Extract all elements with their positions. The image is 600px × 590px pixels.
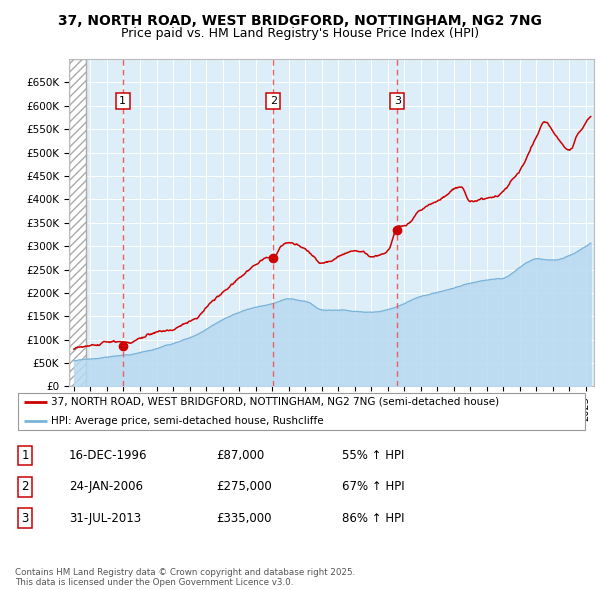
Text: 37, NORTH ROAD, WEST BRIDGFORD, NOTTINGHAM, NG2 7NG (semi-detached house): 37, NORTH ROAD, WEST BRIDGFORD, NOTTINGH…: [50, 397, 499, 407]
Text: £335,000: £335,000: [216, 512, 271, 525]
Text: 3: 3: [394, 96, 401, 106]
Text: 31-JUL-2013: 31-JUL-2013: [69, 512, 141, 525]
Bar: [69, 59, 86, 386]
Text: 1: 1: [119, 96, 127, 106]
Text: 37, NORTH ROAD, WEST BRIDGFORD, NOTTINGHAM, NG2 7NG: 37, NORTH ROAD, WEST BRIDGFORD, NOTTINGH…: [58, 14, 542, 28]
Text: 2: 2: [22, 480, 29, 493]
Text: £275,000: £275,000: [216, 480, 272, 493]
Text: 1: 1: [22, 449, 29, 462]
Text: 67% ↑ HPI: 67% ↑ HPI: [342, 480, 404, 493]
Text: 86% ↑ HPI: 86% ↑ HPI: [342, 512, 404, 525]
Text: Price paid vs. HM Land Registry's House Price Index (HPI): Price paid vs. HM Land Registry's House …: [121, 27, 479, 40]
Text: 24-JAN-2006: 24-JAN-2006: [69, 480, 143, 493]
Text: HPI: Average price, semi-detached house, Rushcliffe: HPI: Average price, semi-detached house,…: [50, 415, 323, 425]
Text: Contains HM Land Registry data © Crown copyright and database right 2025.
This d: Contains HM Land Registry data © Crown c…: [15, 568, 355, 587]
Text: 2: 2: [269, 96, 277, 106]
Text: 16-DEC-1996: 16-DEC-1996: [69, 449, 148, 462]
FancyBboxPatch shape: [18, 394, 585, 430]
Text: 3: 3: [22, 512, 29, 525]
Text: 55% ↑ HPI: 55% ↑ HPI: [342, 449, 404, 462]
Text: £87,000: £87,000: [216, 449, 264, 462]
